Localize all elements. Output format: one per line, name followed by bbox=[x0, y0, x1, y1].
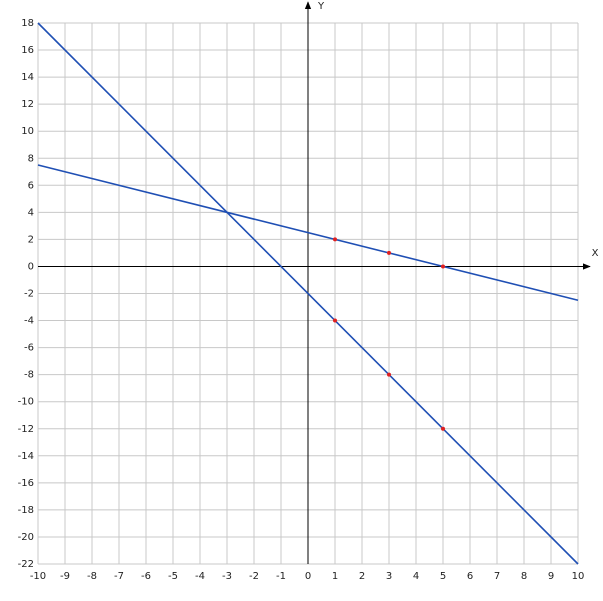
x-tick-label: -10 bbox=[30, 571, 46, 582]
x-tick-label: 6 bbox=[467, 571, 473, 582]
y-tick-label: -14 bbox=[18, 451, 34, 462]
x-tick-label: -9 bbox=[60, 571, 70, 582]
x-tick-label: -6 bbox=[141, 571, 151, 582]
y-tick-label: 2 bbox=[28, 234, 34, 245]
data-point bbox=[333, 237, 337, 242]
x-tick-label: -8 bbox=[87, 571, 97, 582]
y-tick-label: -20 bbox=[18, 532, 34, 543]
y-tick-label: -4 bbox=[24, 316, 34, 327]
data-line bbox=[37, 22, 579, 565]
y-tick-label: 4 bbox=[28, 207, 34, 218]
y-axis-label: Y bbox=[317, 1, 325, 12]
data-point bbox=[387, 250, 391, 255]
y-tick-label: 16 bbox=[21, 45, 34, 56]
x-tick-label: 2 bbox=[359, 571, 365, 582]
x-tick-label: -3 bbox=[222, 571, 232, 582]
x-tick-label: 3 bbox=[386, 571, 392, 582]
y-tick-label: -12 bbox=[18, 424, 34, 435]
data-line bbox=[37, 164, 579, 302]
y-tick-label: 0 bbox=[28, 261, 34, 272]
x-tick-label: 5 bbox=[440, 571, 446, 582]
x-tick-label: -4 bbox=[195, 571, 205, 582]
x-tick-label: 1 bbox=[332, 571, 338, 582]
y-tick-label: -8 bbox=[24, 370, 34, 381]
y-tick-label: -16 bbox=[18, 478, 34, 489]
x-tick-label: 7 bbox=[494, 571, 500, 582]
x-tick-label: 4 bbox=[413, 571, 419, 582]
x-tick-label: -2 bbox=[249, 571, 259, 582]
y-tick-label: -22 bbox=[18, 559, 34, 570]
y-tick-label: -6 bbox=[24, 343, 34, 354]
x-tick-label: 10 bbox=[572, 571, 585, 582]
y-tick-label: 14 bbox=[21, 72, 34, 83]
y-tick-label: 12 bbox=[21, 99, 34, 110]
data-point bbox=[441, 426, 445, 431]
x-tick-label: 9 bbox=[548, 571, 554, 582]
data-point bbox=[333, 318, 337, 323]
x-tick-label: -7 bbox=[114, 571, 124, 582]
y-tick-label: -10 bbox=[18, 397, 34, 408]
x-axis-label: X bbox=[592, 248, 599, 259]
data-point bbox=[387, 372, 391, 377]
y-tick-label: -18 bbox=[18, 505, 34, 516]
x-tick-label: 8 bbox=[521, 571, 527, 582]
y-tick-label: 18 bbox=[21, 18, 34, 29]
x-tick-label: -5 bbox=[168, 571, 178, 582]
x-tick-label: 0 bbox=[305, 571, 311, 582]
y-tick-label: 8 bbox=[28, 153, 34, 164]
y-tick-label: -2 bbox=[24, 289, 34, 300]
data-point bbox=[441, 264, 445, 269]
y-tick-label: 10 bbox=[21, 126, 34, 137]
x-tick-label: -1 bbox=[276, 571, 286, 582]
y-tick-label: 6 bbox=[28, 180, 34, 191]
